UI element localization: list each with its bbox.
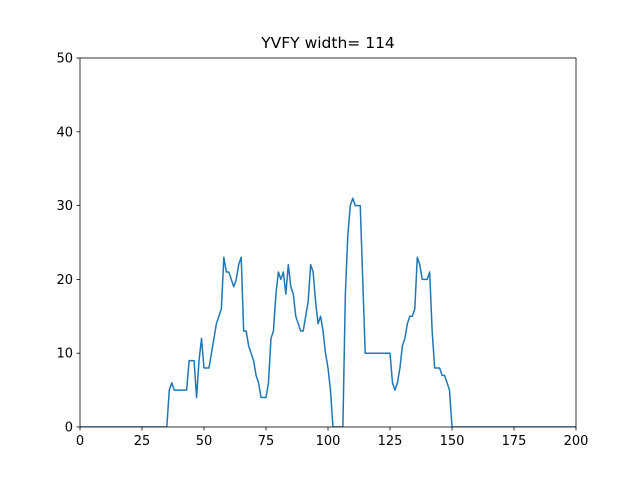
x-tick-label: 50 xyxy=(196,434,213,449)
chart-title: YVFY width= 114 xyxy=(260,34,395,52)
y-tick-label: 0 xyxy=(65,421,73,436)
x-tick-label: 25 xyxy=(134,434,151,449)
axes: 0 25 50 75 100 125 150 175 200 0 10 20 30 40 50 xyxy=(56,52,588,450)
y-tick-label: 30 xyxy=(56,199,73,214)
x-tick-label: 150 xyxy=(440,434,465,449)
y-tick-label: 50 xyxy=(56,52,73,67)
x-tick-label: 75 xyxy=(258,434,275,449)
x-tick-label: 0 xyxy=(76,434,84,449)
plot-area xyxy=(80,197,576,427)
y-tick-label: 40 xyxy=(56,125,73,140)
x-tick-label: 175 xyxy=(502,434,527,449)
series-line-0 xyxy=(80,197,576,427)
x-tick-label: 200 xyxy=(564,434,589,449)
y-tick-label: 10 xyxy=(56,347,73,362)
y-tick-label: 20 xyxy=(56,273,73,288)
x-tick-label: 100 xyxy=(316,434,341,449)
x-tick-label: 125 xyxy=(378,434,403,449)
